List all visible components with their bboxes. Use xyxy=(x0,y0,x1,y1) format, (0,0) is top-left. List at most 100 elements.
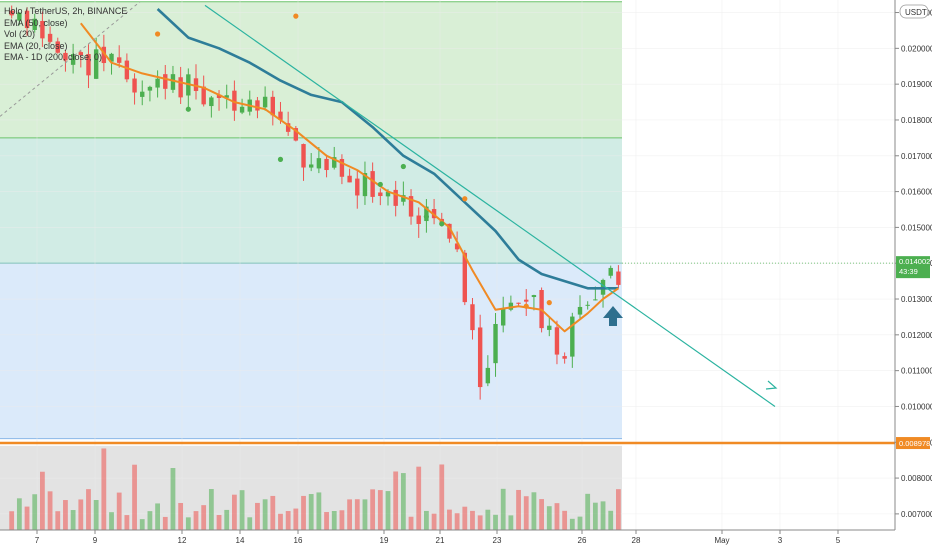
volume-bar xyxy=(362,499,368,530)
volume-bar xyxy=(485,509,491,530)
candle-body xyxy=(508,302,514,310)
volume-bar xyxy=(185,517,191,530)
last-price-countdown: 43:39 xyxy=(899,267,918,276)
candle-body xyxy=(178,77,183,98)
volume-bar xyxy=(201,505,207,530)
volume-bar xyxy=(16,498,22,530)
volume-bar xyxy=(531,492,537,530)
volume-bar xyxy=(500,488,506,530)
candle-body xyxy=(278,111,283,120)
volume-bar xyxy=(24,506,30,530)
candle-body xyxy=(493,323,498,364)
candle-body xyxy=(462,252,467,303)
volume-bar xyxy=(93,500,99,530)
volume-bar xyxy=(170,468,176,530)
volume-bar xyxy=(339,510,345,530)
volume-bar xyxy=(178,502,184,530)
candle-body xyxy=(63,52,68,61)
candle-body xyxy=(78,52,83,56)
x-tick-label: 28 xyxy=(632,536,641,545)
signal-marker xyxy=(377,181,383,188)
volume-bar xyxy=(109,512,114,530)
candle-body xyxy=(285,123,291,132)
signal-marker xyxy=(439,221,445,227)
signal-marker xyxy=(277,156,284,162)
candle-body xyxy=(216,94,222,98)
volume-bar xyxy=(40,471,45,530)
x-tick-label: 9 xyxy=(93,536,98,545)
volume-bar xyxy=(278,513,283,530)
candle-body xyxy=(24,10,30,29)
volume-bar xyxy=(262,499,268,530)
candle-body xyxy=(132,78,137,93)
candle-body xyxy=(554,327,560,355)
dashed-line xyxy=(0,1,141,117)
currency-badge xyxy=(899,4,929,19)
volume-bar xyxy=(493,514,498,530)
candle-body xyxy=(147,86,153,91)
volume-bar xyxy=(616,489,621,530)
volume-bar xyxy=(86,489,91,530)
volume-bar xyxy=(285,511,291,530)
volume-bar xyxy=(124,515,130,530)
y-tick-label: 0.012000 xyxy=(901,331,932,340)
candle-body xyxy=(408,196,414,217)
candle-body xyxy=(232,90,237,111)
currency-badge-label: USDT xyxy=(905,8,927,17)
candle-body xyxy=(570,316,575,357)
candle-body xyxy=(193,78,199,91)
volume-bar xyxy=(539,499,544,530)
volume-bar xyxy=(408,516,414,530)
volume-bar xyxy=(585,493,591,530)
volume-bar xyxy=(147,511,153,530)
legend-ema-1d: EMA - 1D (200, close, 0) xyxy=(4,52,103,62)
signal-marker xyxy=(546,300,552,306)
candle-body xyxy=(585,304,590,306)
candle-body xyxy=(262,96,268,108)
zone-blue xyxy=(0,263,622,439)
candle-body xyxy=(347,175,352,183)
signal-marker xyxy=(293,13,299,19)
volume-bar xyxy=(608,510,614,530)
volume-bar xyxy=(55,511,61,530)
candle-body xyxy=(516,302,521,304)
support-value: 0.008978 xyxy=(899,439,930,448)
volume-bar xyxy=(324,512,329,530)
candle-body xyxy=(477,327,483,388)
candle-body xyxy=(562,356,567,359)
volume-bar xyxy=(546,506,552,530)
candle-body xyxy=(70,54,76,65)
volume-bar xyxy=(270,495,276,530)
candle-body xyxy=(316,158,322,169)
trendline-arrowhead xyxy=(765,380,778,390)
signal-marker xyxy=(462,196,468,202)
volume-bar xyxy=(232,494,237,530)
last-price-value: 0.014002 xyxy=(899,257,930,266)
legend-volume: Vol (20) xyxy=(4,29,36,39)
y-tick-label: 0.013000 xyxy=(901,295,932,304)
candle-body xyxy=(255,100,260,111)
volume-bar xyxy=(400,473,406,530)
signal-marker xyxy=(185,106,191,112)
candle-body xyxy=(378,192,383,197)
candle-body xyxy=(155,78,160,88)
volume-bar xyxy=(569,518,575,530)
legend-ema20: EMA (20, close) xyxy=(4,40,68,51)
trendline xyxy=(204,4,776,407)
signal-marker xyxy=(523,303,529,309)
volume-bar xyxy=(508,515,514,530)
candle-body xyxy=(40,20,45,39)
volume-bar xyxy=(354,499,360,530)
candle-body xyxy=(17,12,22,21)
volume-bar xyxy=(600,501,606,530)
candle-body xyxy=(355,178,360,196)
candle-body xyxy=(531,295,537,298)
volume-bar xyxy=(577,516,583,530)
ema20-line xyxy=(80,22,619,333)
candle-body xyxy=(170,74,176,90)
candle-body xyxy=(93,49,99,79)
x-tick-label: 7 xyxy=(35,536,40,545)
candle-body xyxy=(608,267,613,276)
volume-bar xyxy=(454,513,460,530)
